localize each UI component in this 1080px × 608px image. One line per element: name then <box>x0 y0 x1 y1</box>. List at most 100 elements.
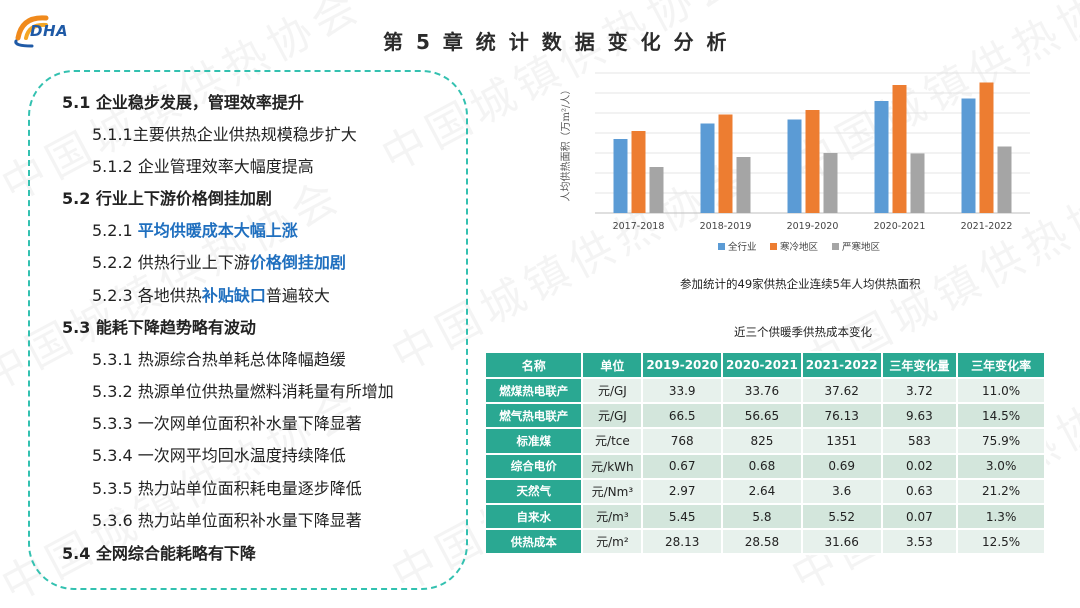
outline-box <box>28 70 468 590</box>
table-row: 供热成本 元/m² 28.13 28.58 31.66 3.53 12.5% <box>483 528 1046 556</box>
y-axis-label: 人均供热面积（万m²/人） <box>559 85 572 202</box>
table-cell-name: 燃气热电联产 <box>483 402 584 430</box>
table-cell-v3: 0.69 <box>800 452 883 480</box>
x-tick-label: 2021-2022 <box>961 221 1013 232</box>
table-cell-v3: 1351 <box>800 427 883 455</box>
x-tick-label: 2020-2021 <box>874 221 926 232</box>
outline-item: 5.2.1 平均供暖成本大幅上涨 <box>92 217 298 241</box>
logo-arcs-icon <box>14 15 49 48</box>
x-tick-label: 2019-2020 <box>787 221 839 232</box>
table-row: 自来水 元/m³ 5.45 5.8 5.52 0.07 1.3% <box>483 502 1046 531</box>
bar-寒冷地区 <box>631 131 646 213</box>
bar-寒冷地区 <box>718 114 733 213</box>
table-row: 燃气热电联产 元/GJ 66.5 56.65 76.13 9.63 14.5% <box>483 402 1046 430</box>
outline-item: 5.3.3 一次网单位面积补水量下降显著 <box>92 414 362 433</box>
chart-caption: 参加统计的49家供热企业连续5年人均供热面积 <box>680 277 921 291</box>
outline-item: 5.3.1 热源综合热单耗总体降幅趋缓 <box>92 350 346 369</box>
cost-table: 名称 单位 2019-2020 2020-2021 2021-2022 三年变化… <box>483 351 1046 556</box>
table-cell-v3: 3.6 <box>800 477 883 505</box>
legend-label: 严寒地区 <box>842 241 881 253</box>
table-cell-delta: 583 <box>880 427 959 455</box>
table-cell-v1: 28.13 <box>641 528 724 556</box>
table-cell-rate: 11.0% <box>956 376 1046 405</box>
bar-严寒地区 <box>736 157 751 213</box>
outline-item-after: 普遍较大 <box>265 286 330 305</box>
table-header-cell: 2021-2022 <box>800 351 883 379</box>
table-cell-unit: 元/GJ <box>581 402 644 430</box>
table-cell-v2: 56.65 <box>721 402 803 430</box>
table-cell-unit: 元/m³ <box>581 502 644 531</box>
table-cell-name: 天然气 <box>483 477 584 505</box>
table-cell-delta: 9.63 <box>880 402 959 430</box>
outline-item-plain: 5.2.1 <box>92 221 138 240</box>
table-cell-v3: 31.66 <box>800 528 883 556</box>
table-cell-delta: 0.63 <box>880 477 959 505</box>
outline-item: 5.1.2 企业管理效率大幅度提高 <box>92 157 314 176</box>
outline-item: 5.3.6 热力站单位面积补水量下降显著 <box>92 511 362 530</box>
bar-全行业 <box>961 98 976 213</box>
legend-swatch <box>718 243 725 250</box>
table-cell-unit: 元/kWh <box>581 452 644 480</box>
outline-item-highlight: 平均供暖成本大幅上涨 <box>137 221 298 240</box>
table-cell-name: 燃煤热电联产 <box>483 376 584 405</box>
logo-text: DHA <box>30 22 69 40</box>
table-cell-name: 综合电价 <box>483 452 584 480</box>
table-cell-v1: 0.67 <box>641 452 724 480</box>
table-cell-rate: 75.9% <box>956 427 1046 455</box>
bar-严寒地区 <box>997 146 1012 213</box>
table-header-cell: 单位 <box>581 351 644 379</box>
table-cell-name: 标准煤 <box>483 427 584 455</box>
table-row: 燃煤热电联产 元/GJ 33.9 33.76 37.62 3.72 11.0% <box>483 376 1046 405</box>
x-tick-label: 2018-2019 <box>700 221 752 232</box>
table-cell-rate: 14.5% <box>956 402 1046 430</box>
table-row: 标准煤 元/tce 768 825 1351 583 75.9% <box>483 427 1046 455</box>
legend-swatch <box>832 243 839 250</box>
bar-寒冷地区 <box>979 82 994 213</box>
table-cell-unit: 元/m² <box>581 528 644 556</box>
outline-item: 5.2.3 各地供热补贴缺口普遍较大 <box>92 282 330 306</box>
table-cell-rate: 3.0% <box>956 452 1046 480</box>
outline-item: 5.3 能耗下降趋势略有波动 <box>62 318 256 337</box>
table-cell-unit: 元/tce <box>581 427 644 455</box>
table-cell-v2: 2.64 <box>721 477 803 505</box>
table-cell-v1: 66.5 <box>641 402 724 430</box>
outline-item: 5.3.2 热源单位供热量燃料消耗量有所增加 <box>92 382 394 401</box>
bar-寒冷地区 <box>892 85 907 213</box>
table-cell-v2: 5.8 <box>721 502 803 531</box>
outline-item-highlight: 价格倒挂加剧 <box>249 253 346 272</box>
table-cell-unit: 元/Nm³ <box>581 477 644 505</box>
table-cell-delta: 3.53 <box>880 528 959 556</box>
table-row: 天然气 元/Nm³ 2.97 2.64 3.6 0.63 21.2% <box>483 477 1046 505</box>
table-cell-v3: 5.52 <box>800 502 883 531</box>
bar-chart: 人均供热面积（万m²/人） 2017-2018 2018-2019 2019-2020… <box>559 72 1030 253</box>
table-header-cell: 名称 <box>483 351 584 379</box>
outline-item: 5.1.1主要供热企业供热规模稳步扩大 <box>92 125 357 144</box>
table-cell-rate: 12.5% <box>956 528 1046 556</box>
table-cell-name: 供热成本 <box>483 528 584 556</box>
bar-全行业 <box>874 101 889 213</box>
table-cell-v3: 76.13 <box>800 402 883 430</box>
table-cell-delta: 3.72 <box>880 376 959 405</box>
table-cell-v2: 28.58 <box>721 528 803 556</box>
table-header-cell: 三年变化率 <box>956 351 1046 379</box>
table-cell-v1: 5.45 <box>641 502 724 531</box>
table-cell-delta: 0.02 <box>880 452 959 480</box>
table-cell-v2: 825 <box>721 427 803 455</box>
outline-item: 5.4 全网综合能耗略有下降 <box>62 544 256 563</box>
legend-swatch <box>770 243 777 250</box>
table-cell-name: 自来水 <box>483 502 584 531</box>
table-header-cell: 三年变化量 <box>880 351 959 379</box>
bar-全行业 <box>613 139 628 213</box>
bar-严寒地区 <box>649 167 664 213</box>
legend-label: 全行业 <box>728 241 757 253</box>
outline-item: 5.2.2 供热行业上下游价格倒挂加剧 <box>92 249 346 273</box>
outline-item: 5.3.4 一次网平均回水温度持续降低 <box>92 446 346 465</box>
page-title: 第 5 章 统 计 数 据 变 化 分 析 <box>383 30 730 54</box>
bar-寒冷地区 <box>805 110 820 213</box>
bar-全行业 <box>700 123 715 213</box>
table-cell-rate: 21.2% <box>956 477 1046 505</box>
table-cell-v1: 768 <box>641 427 724 455</box>
outline-item-plain: 5.2.3 各地供热 <box>92 286 202 305</box>
table-cell-delta: 0.07 <box>880 502 959 531</box>
outline-item: 5.1 企业稳步发展，管理效率提升 <box>62 93 304 112</box>
